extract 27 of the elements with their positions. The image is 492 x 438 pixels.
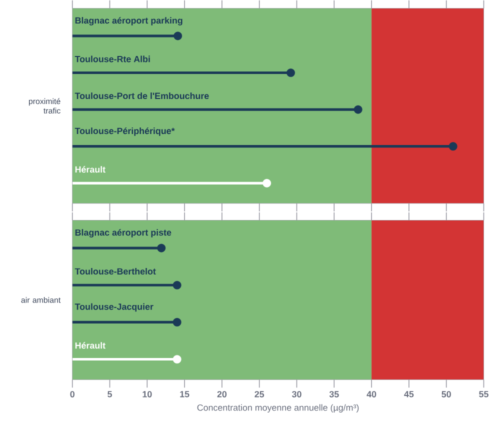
x-tick-label: 5: [108, 391, 112, 398]
point: [286, 68, 295, 78]
category-label: Hérault: [75, 342, 106, 349]
x-tick-label: 0: [70, 391, 74, 398]
x-tick-label: 50: [442, 391, 451, 398]
category-label: Blagnac aéroport parking: [75, 17, 182, 26]
category-label: Blagnac aéroport piste: [75, 229, 172, 238]
point: [262, 179, 272, 188]
x-tick-label: 15: [180, 391, 190, 398]
x-tick-label: 20: [217, 391, 227, 398]
category-label: Toulouse-Périphérique*: [74, 128, 175, 136]
category-label: Toulouse-Rte Albi: [74, 56, 150, 62]
category-label: Toulouse-Berthelot: [74, 268, 156, 275]
category-label: Hérault: [75, 166, 106, 173]
category-label: Toulouse-Jacquier: [74, 304, 154, 312]
x-tick-label: 30: [292, 391, 302, 398]
x-tick-label: 25: [254, 391, 264, 398]
point: [174, 32, 182, 40]
point: [448, 142, 458, 151]
x-tick-label: 10: [142, 391, 152, 398]
x-axis-title: Concentration moyenne annuelle (µg/m³): [197, 404, 359, 413]
x-tick-label: 45: [404, 391, 414, 398]
category-label: Toulouse-Port de l'Embouchure: [74, 92, 209, 100]
x-tick-label: 35: [329, 391, 339, 398]
x-tick-label: 55: [479, 391, 488, 398]
point: [354, 106, 362, 114]
x-tick-label: 40: [366, 391, 376, 398]
